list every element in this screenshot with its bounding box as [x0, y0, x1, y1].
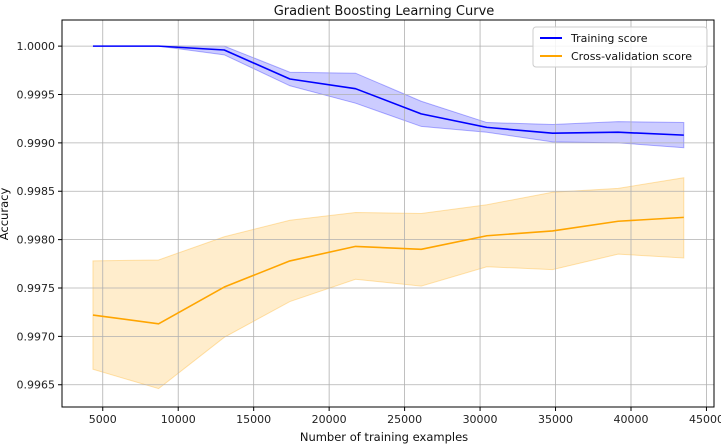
chart-title: Gradient Boosting Learning Curve: [274, 4, 495, 19]
legend-box: [532, 26, 708, 68]
y-tick-label: 0.9995: [17, 88, 56, 101]
series-line-0: [92, 45, 684, 136]
legend: Training score Cross-validation score: [532, 26, 708, 68]
y-tick-label: 0.9980: [17, 234, 56, 247]
legend-label-training: Training score: [570, 32, 648, 45]
x-tick-label: 40000: [613, 413, 648, 426]
y-tick-label: 1.0000: [17, 40, 56, 53]
y-axis-ticks: 0.9965 0.9970 0.9975 0.9980 0.9985 0.9990 0.99…: [17, 40, 62, 392]
y-tick-label: 0.9985: [17, 185, 56, 198]
y-axis-label: Accuracy: [0, 188, 11, 241]
x-tick-label: 25000: [387, 413, 422, 426]
confidence-band-1: [92, 177, 685, 390]
x-tick-label: 15000: [236, 413, 271, 426]
x-tick-label: 20000: [312, 413, 347, 426]
plot-frame: [61, 19, 715, 408]
x-tick-label: 35000: [538, 413, 573, 426]
y-tick-label: 0.9965: [17, 379, 56, 392]
y-tick-label: 0.9970: [17, 330, 56, 343]
x-axis-label: Number of training examples: [300, 430, 468, 444]
x-tick-label: 10000: [161, 413, 196, 426]
x-tick-label: 5000: [89, 413, 117, 426]
x-axis-ticks: 5000 10000 15000 20000 25000 30000 35000 40000 4…: [89, 407, 721, 426]
series-lines: [92, 45, 684, 325]
legend-label-cv: Cross-validation score: [571, 50, 692, 63]
y-tick-label: 0.9975: [17, 282, 56, 295]
x-tick-label: 30000: [463, 413, 498, 426]
x-tick-label: 45000: [689, 413, 721, 426]
confidence-bands: [92, 45, 685, 390]
series-line-1: [92, 216, 684, 325]
y-tick-label: 0.9990: [17, 137, 56, 150]
